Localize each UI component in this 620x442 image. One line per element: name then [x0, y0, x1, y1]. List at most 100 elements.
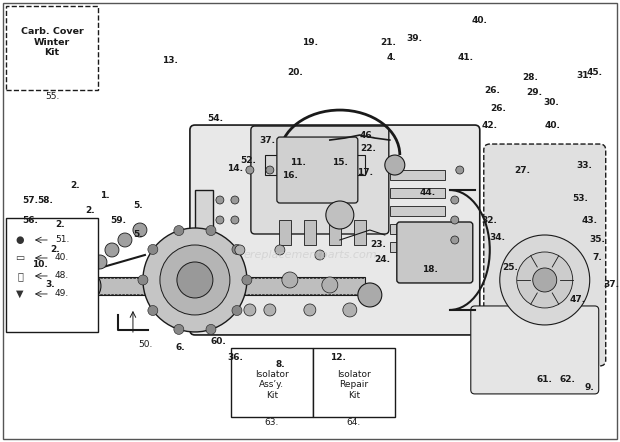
Circle shape	[231, 196, 239, 204]
Circle shape	[69, 270, 101, 302]
Circle shape	[246, 166, 254, 174]
Text: 26.: 26.	[490, 103, 506, 113]
Circle shape	[148, 305, 158, 316]
Text: 61.: 61.	[537, 375, 552, 385]
Text: 36.: 36.	[227, 354, 243, 362]
Text: 8.: 8.	[275, 360, 285, 370]
Text: 37.: 37.	[604, 281, 620, 290]
Circle shape	[68, 275, 82, 289]
Text: 60.: 60.	[210, 337, 226, 347]
Text: 18.: 18.	[422, 266, 438, 274]
Text: 26.: 26.	[484, 86, 500, 95]
Text: 29.: 29.	[527, 88, 542, 96]
Bar	[304, 220, 316, 245]
Circle shape	[451, 236, 459, 244]
Text: 16.: 16.	[282, 171, 298, 179]
FancyBboxPatch shape	[484, 144, 606, 366]
Circle shape	[451, 216, 459, 224]
Text: 4.: 4.	[387, 53, 397, 61]
Text: 13.: 13.	[162, 56, 178, 65]
Text: 31.: 31.	[577, 71, 593, 80]
Text: 1.: 1.	[100, 191, 110, 199]
Text: 14.: 14.	[227, 164, 243, 172]
Bar	[390, 170, 445, 180]
Text: 51.: 51.	[55, 236, 69, 244]
Text: 22.: 22.	[360, 144, 376, 152]
Text: 47.: 47.	[570, 295, 586, 305]
Text: 37.: 37.	[260, 136, 276, 145]
Circle shape	[500, 235, 590, 325]
Text: 54.: 54.	[207, 114, 223, 122]
Text: 35.: 35.	[590, 236, 606, 244]
Circle shape	[358, 283, 382, 307]
FancyBboxPatch shape	[277, 137, 358, 203]
FancyBboxPatch shape	[471, 306, 599, 394]
Circle shape	[385, 155, 405, 175]
Text: 64.: 64.	[347, 418, 361, 427]
Text: ⬛: ⬛	[17, 271, 23, 281]
Text: 46.: 46.	[360, 130, 376, 140]
Text: ereplacementparts.com: ereplacementparts.com	[243, 250, 377, 260]
Circle shape	[315, 250, 325, 260]
FancyBboxPatch shape	[313, 348, 395, 417]
Bar	[85, 277, 365, 295]
Bar	[265, 155, 365, 175]
Text: 52.: 52.	[240, 156, 256, 164]
FancyBboxPatch shape	[397, 222, 473, 283]
Text: 55.: 55.	[45, 92, 59, 101]
Bar	[329, 220, 341, 245]
Text: 24.: 24.	[374, 255, 390, 264]
Text: 10.: 10.	[32, 260, 48, 270]
Text: 34.: 34.	[490, 233, 506, 243]
Text: 44.: 44.	[420, 187, 436, 197]
Circle shape	[232, 244, 242, 255]
Text: 17.: 17.	[357, 168, 373, 176]
Circle shape	[105, 243, 119, 257]
Text: 32.: 32.	[482, 216, 498, 225]
Text: 2.: 2.	[85, 206, 95, 214]
Bar	[390, 188, 445, 198]
Circle shape	[275, 245, 285, 255]
Bar	[390, 242, 445, 252]
Text: 6.: 6.	[175, 343, 185, 352]
Text: 30.: 30.	[544, 98, 560, 107]
Text: 5.: 5.	[133, 201, 143, 210]
Text: 41.: 41.	[458, 53, 474, 61]
Text: 56.: 56.	[22, 216, 38, 225]
Circle shape	[143, 228, 247, 332]
Text: 20.: 20.	[287, 68, 303, 76]
Circle shape	[456, 166, 464, 174]
Text: 39.: 39.	[407, 34, 423, 42]
Text: 48.: 48.	[55, 271, 69, 281]
Circle shape	[231, 216, 239, 224]
Text: 2.: 2.	[70, 180, 80, 190]
FancyBboxPatch shape	[6, 218, 98, 332]
Text: Carb. Cover
Winter
Kit: Carb. Cover Winter Kit	[20, 27, 83, 57]
Text: 43.: 43.	[582, 216, 598, 225]
Circle shape	[133, 223, 147, 237]
Text: 2.: 2.	[55, 221, 64, 229]
Text: 40.: 40.	[472, 15, 488, 25]
FancyBboxPatch shape	[6, 6, 98, 90]
Text: 7.: 7.	[593, 253, 603, 263]
Text: 58.: 58.	[37, 195, 53, 205]
Text: 25.: 25.	[502, 263, 518, 272]
Bar	[390, 224, 445, 234]
Text: 28.: 28.	[522, 72, 538, 82]
Circle shape	[174, 225, 184, 236]
Circle shape	[516, 252, 573, 308]
Text: 12.: 12.	[330, 354, 346, 362]
Circle shape	[177, 262, 213, 298]
FancyBboxPatch shape	[190, 125, 480, 335]
Circle shape	[206, 324, 216, 335]
Circle shape	[533, 268, 557, 292]
Text: 27.: 27.	[514, 165, 529, 175]
Text: ▭: ▭	[16, 253, 25, 263]
Circle shape	[244, 304, 256, 316]
Text: 15.: 15.	[332, 157, 348, 167]
Text: Isolator
Ass’y.
Kit: Isolator Ass’y. Kit	[255, 370, 289, 400]
Text: ●: ●	[16, 235, 24, 245]
Bar	[390, 206, 445, 216]
FancyBboxPatch shape	[231, 348, 313, 417]
Circle shape	[216, 196, 224, 204]
